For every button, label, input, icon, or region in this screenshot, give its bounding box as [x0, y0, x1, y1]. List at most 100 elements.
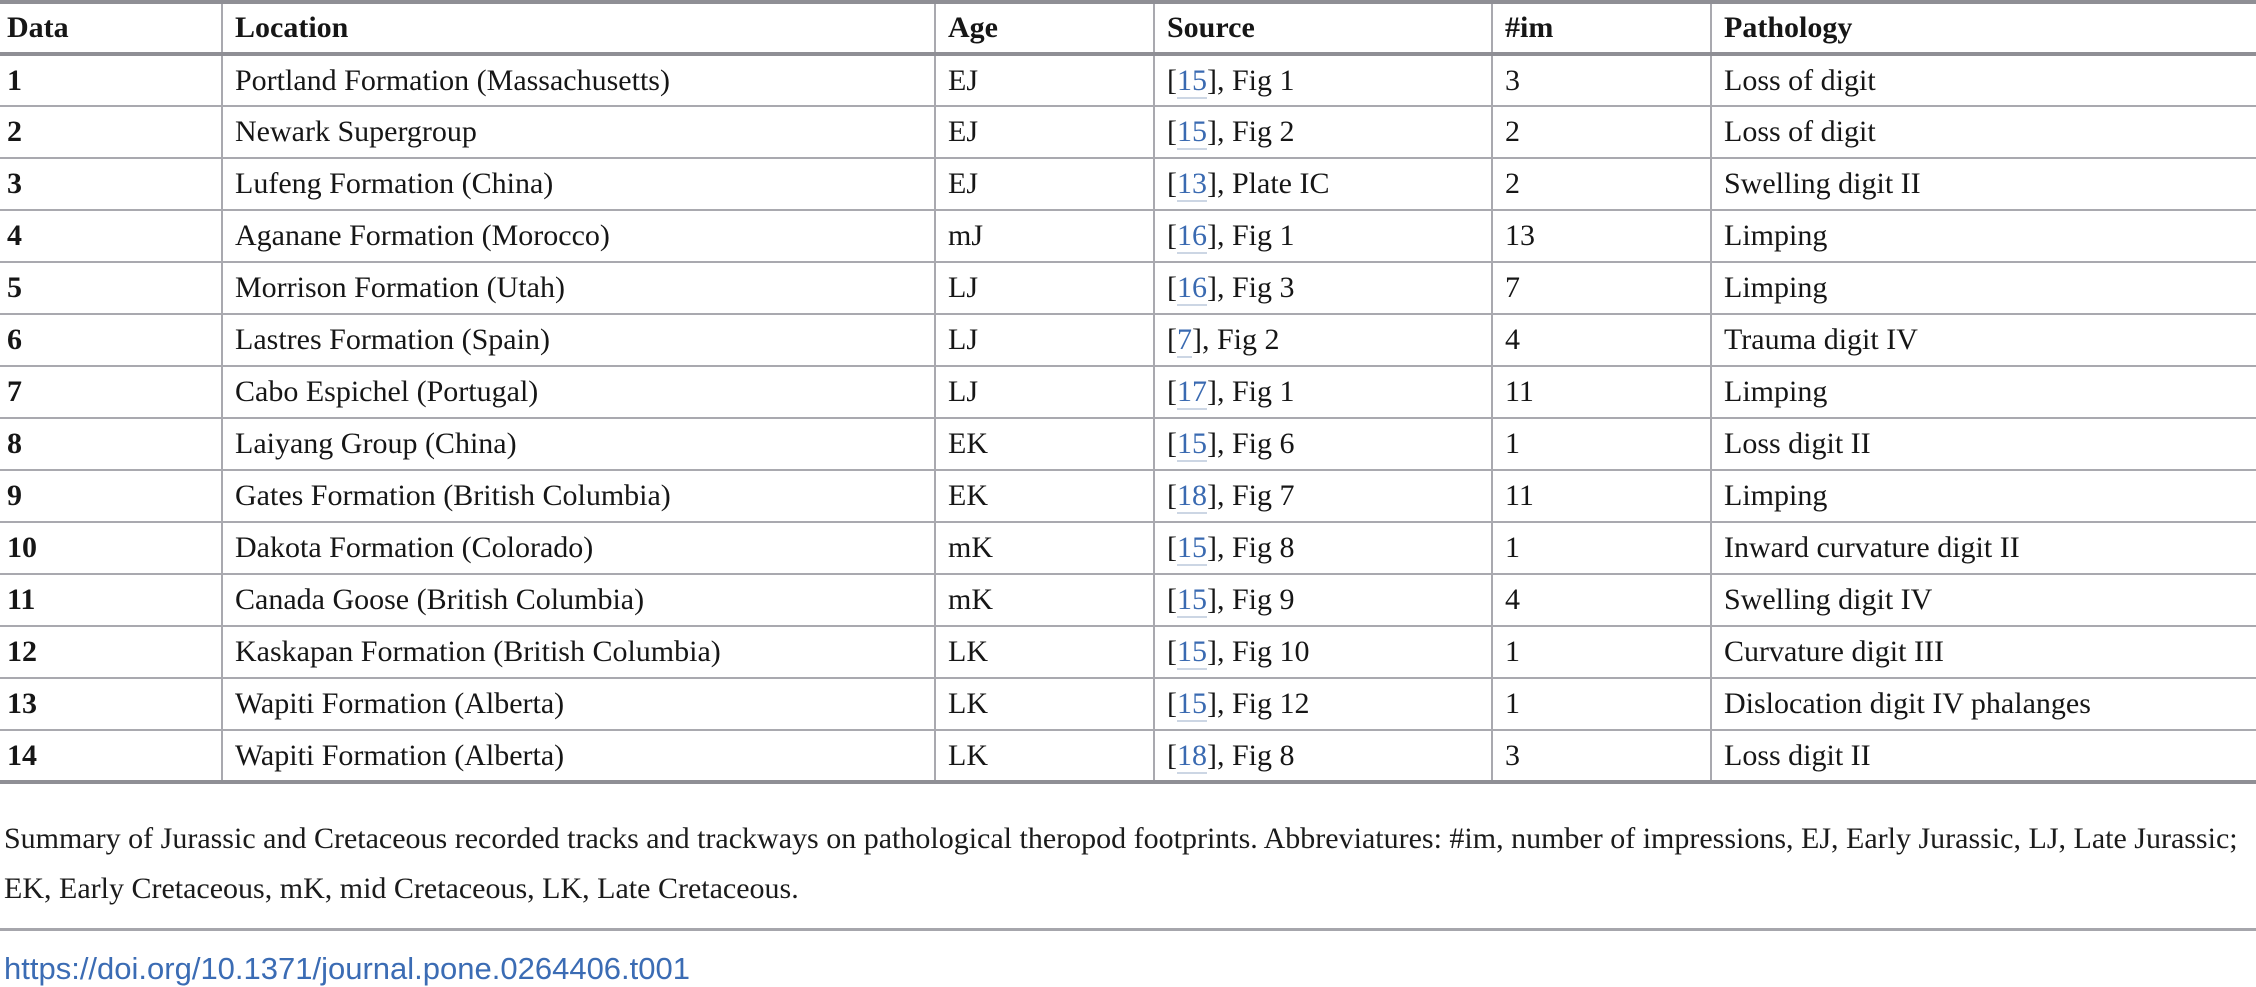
table-header-row: Data Location Age Source #im Pathology: [0, 2, 2256, 56]
citation-bracket-open: [: [1167, 583, 1177, 616]
cell-age: EK: [934, 418, 1154, 471]
citation-rest: ], Fig 8: [1207, 738, 1295, 772]
citation-rest: ], Fig 6: [1207, 427, 1295, 460]
table-row: 4 Aganane Formation (Morocco) mJ [16], F…: [0, 210, 2256, 263]
cell-im: 11: [1491, 366, 1711, 419]
citation-rest: ], Fig 1: [1207, 219, 1295, 252]
cell-age: LK: [934, 730, 1154, 782]
column-header-source: Source: [1153, 2, 1492, 56]
column-header-data: Data: [0, 2, 222, 56]
citation-link[interactable]: 13: [1177, 167, 1207, 202]
citation-bracket-open: [: [1167, 479, 1177, 512]
citation-bracket-open: [: [1167, 63, 1177, 97]
cell-age: LJ: [934, 314, 1154, 367]
cell-im: 1: [1491, 522, 1711, 575]
table-row: 11 Canada Goose (British Columbia) mK [1…: [0, 574, 2256, 627]
table-caption: Summary of Jurassic and Cretaceous recor…: [4, 822, 2238, 905]
citation-bracket-open: [: [1167, 271, 1177, 304]
citation-rest: ], Fig 9: [1207, 583, 1295, 616]
citation-link[interactable]: 15: [1177, 687, 1207, 722]
cell-pathology: Trauma digit IV: [1710, 314, 2256, 367]
table-row: 9 Gates Formation (British Columbia) EK …: [0, 470, 2256, 523]
cell-location: Cabo Espichel (Portugal): [221, 366, 935, 419]
cell-age: EJ: [934, 106, 1154, 159]
cell-location: Wapiti Formation (Alberta): [221, 730, 935, 782]
cell-data-number: 4: [0, 210, 222, 263]
citation-link[interactable]: 15: [1177, 427, 1207, 462]
cell-im: 1: [1491, 678, 1711, 731]
cell-data-number: 6: [0, 314, 222, 367]
cell-data-number: 11: [0, 574, 222, 627]
cell-location: Wapiti Formation (Alberta): [221, 678, 935, 731]
citation-rest: ], Plate IC: [1207, 167, 1330, 200]
cell-age: mK: [934, 522, 1154, 575]
column-header-location: Location: [221, 2, 935, 56]
cell-age: EK: [934, 470, 1154, 523]
citation-rest: ], Fig 7: [1207, 479, 1295, 512]
cell-data-number: 7: [0, 366, 222, 419]
cell-data-number: 2: [0, 106, 222, 159]
cell-pathology: Loss of digit: [1710, 54, 2256, 107]
table-row: 13 Wapiti Formation (Alberta) LK [15], F…: [0, 678, 2256, 731]
cell-source: [15], Fig 8: [1153, 522, 1492, 575]
cell-pathology: Loss digit II: [1710, 730, 2256, 782]
cell-pathology: Curvature digit III: [1710, 626, 2256, 679]
cell-age: LJ: [934, 262, 1154, 315]
doi-link[interactable]: https://doi.org/10.1371/journal.pone.026…: [4, 951, 690, 986]
cell-im: 13: [1491, 210, 1711, 263]
citation-link[interactable]: 15: [1177, 583, 1207, 618]
column-header-pathology: Pathology: [1710, 2, 2256, 56]
citation-link[interactable]: 18: [1177, 479, 1207, 514]
cell-pathology: Swelling digit IV: [1710, 574, 2256, 627]
cell-data-number: 12: [0, 626, 222, 679]
citation-link[interactable]: 16: [1177, 271, 1207, 306]
table-row: 8 Laiyang Group (China) EK [15], Fig 6 1…: [0, 418, 2256, 471]
citation-rest: ], Fig 12: [1207, 687, 1310, 720]
cell-data-number: 1: [0, 54, 222, 107]
citation-link[interactable]: 15: [1177, 635, 1207, 670]
column-header-im: #im: [1491, 2, 1711, 56]
table-row: 2 Newark Supergroup EJ [15], Fig 2 2 Los…: [0, 106, 2256, 159]
citation-rest: ], Fig 1: [1207, 63, 1295, 97]
cell-im: 3: [1491, 730, 1711, 782]
doi-line: https://doi.org/10.1371/journal.pone.026…: [4, 951, 2256, 987]
column-header-age: Age: [934, 2, 1154, 56]
citation-rest: ], Fig 2: [1192, 323, 1280, 356]
citation-link[interactable]: 15: [1177, 115, 1207, 150]
cell-data-number: 5: [0, 262, 222, 315]
cell-pathology: Loss digit II: [1710, 418, 2256, 471]
citation-bracket-open: [: [1167, 115, 1177, 148]
cell-pathology: Loss of digit: [1710, 106, 2256, 159]
cell-source: [16], Fig 1: [1153, 210, 1492, 263]
cell-pathology: Limping: [1710, 210, 2256, 263]
citation-bracket-open: [: [1167, 375, 1177, 408]
citation-link[interactable]: 7: [1177, 323, 1192, 358]
cell-location: Canada Goose (British Columbia): [221, 574, 935, 627]
cell-location: Newark Supergroup: [221, 106, 935, 159]
citation-bracket-open: [: [1167, 323, 1177, 356]
table-row: 3 Lufeng Formation (China) EJ [13], Plat…: [0, 158, 2256, 211]
cell-data-number: 8: [0, 418, 222, 471]
cell-location: Dakota Formation (Colorado): [221, 522, 935, 575]
cell-source: [15], Fig 12: [1153, 678, 1492, 731]
citation-bracket-open: [: [1167, 219, 1177, 252]
cell-data-number: 14: [7, 738, 37, 772]
cell-data-number: 3: [0, 158, 222, 211]
cell-im: 3: [1491, 54, 1711, 107]
citation-link[interactable]: 16: [1177, 219, 1207, 254]
cell-age: mJ: [934, 210, 1154, 263]
citation-bracket-open: [: [1167, 427, 1177, 460]
citation-bracket-open: [: [1167, 687, 1177, 720]
cell-data-number: 9: [0, 470, 222, 523]
cell-age: EJ: [934, 54, 1154, 107]
citation-link[interactable]: 18: [1177, 738, 1207, 774]
citation-link[interactable]: 15: [1177, 63, 1207, 99]
citation-bracket-open: [: [1167, 531, 1177, 564]
citation-link[interactable]: 15: [1177, 531, 1207, 566]
citation-link[interactable]: 17: [1177, 375, 1207, 410]
pathology-table: Data Location Age Source #im Pathology 1…: [0, 0, 2256, 784]
cell-im: 4: [1491, 314, 1711, 367]
cell-source: [16], Fig 3: [1153, 262, 1492, 315]
citation-rest: ], Fig 3: [1207, 271, 1295, 304]
cell-data-number: 10: [0, 522, 222, 575]
